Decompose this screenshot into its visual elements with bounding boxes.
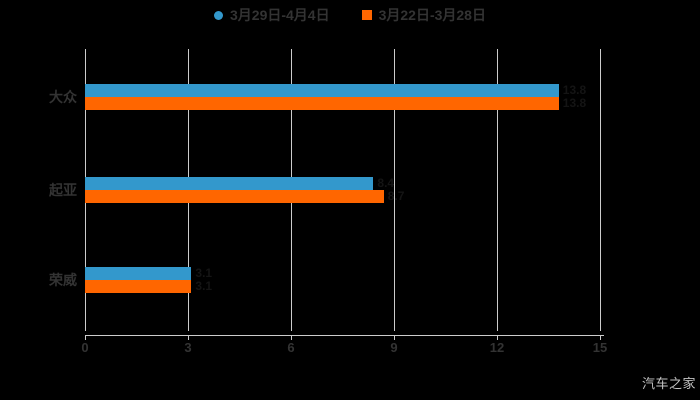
bar-value-label: 3.1	[195, 279, 213, 293]
legend-label-week-mar22-mar28: 3月22日-3月28日	[378, 7, 486, 23]
square-marker-icon	[361, 10, 372, 20]
watermark: 汽车之家	[641, 376, 696, 391]
category-label: 起亚	[49, 182, 77, 198]
bar-荣威-series0[interactable]	[85, 267, 192, 280]
x-tick-label: 3	[184, 340, 192, 355]
bar-value-label: 8.7	[387, 189, 405, 203]
bar-起亚-series0[interactable]	[85, 177, 374, 190]
bar-大众-series0[interactable]	[85, 84, 559, 97]
axis-tick	[291, 335, 292, 340]
axis-tick	[497, 335, 498, 340]
gridline	[600, 49, 601, 331]
axis-tick	[394, 335, 395, 340]
bar-起亚-series1[interactable]	[85, 190, 384, 203]
category-label: 荣威	[49, 272, 77, 288]
bar-value-label: 3.1	[195, 266, 213, 280]
x-tick-label: 12	[489, 340, 505, 355]
x-axis-line	[85, 335, 604, 336]
bar-荣威-series1[interactable]	[85, 280, 192, 293]
x-tick-label: 0	[81, 340, 89, 355]
x-tick-label: 15	[592, 340, 608, 355]
gridline	[394, 49, 395, 331]
bar-大众-series1[interactable]	[85, 97, 559, 110]
bar-value-label: 8.4	[377, 176, 395, 190]
x-tick-label: 6	[287, 340, 295, 355]
axis-tick	[85, 335, 86, 340]
category-label: 大众	[49, 89, 77, 105]
axis-tick	[600, 335, 601, 340]
bar-value-label: 13.8	[562, 96, 587, 110]
circle-marker-icon	[214, 10, 223, 20]
legend-label-week-mar29-apr4: 3月29日-4月4日	[230, 7, 330, 23]
axis-tick	[188, 335, 189, 340]
gridline	[497, 49, 498, 331]
x-tick-label: 9	[390, 340, 398, 355]
legend-item-week-mar22-mar28[interactable]: 3月22日-3月28日	[361, 6, 486, 24]
legend-item-week-mar29-apr4[interactable]: 3月29日-4月4日	[214, 6, 330, 24]
bar-value-label: 13.8	[562, 83, 587, 97]
legend: 3月29日-4月4日 3月22日-3月28日	[0, 6, 700, 24]
